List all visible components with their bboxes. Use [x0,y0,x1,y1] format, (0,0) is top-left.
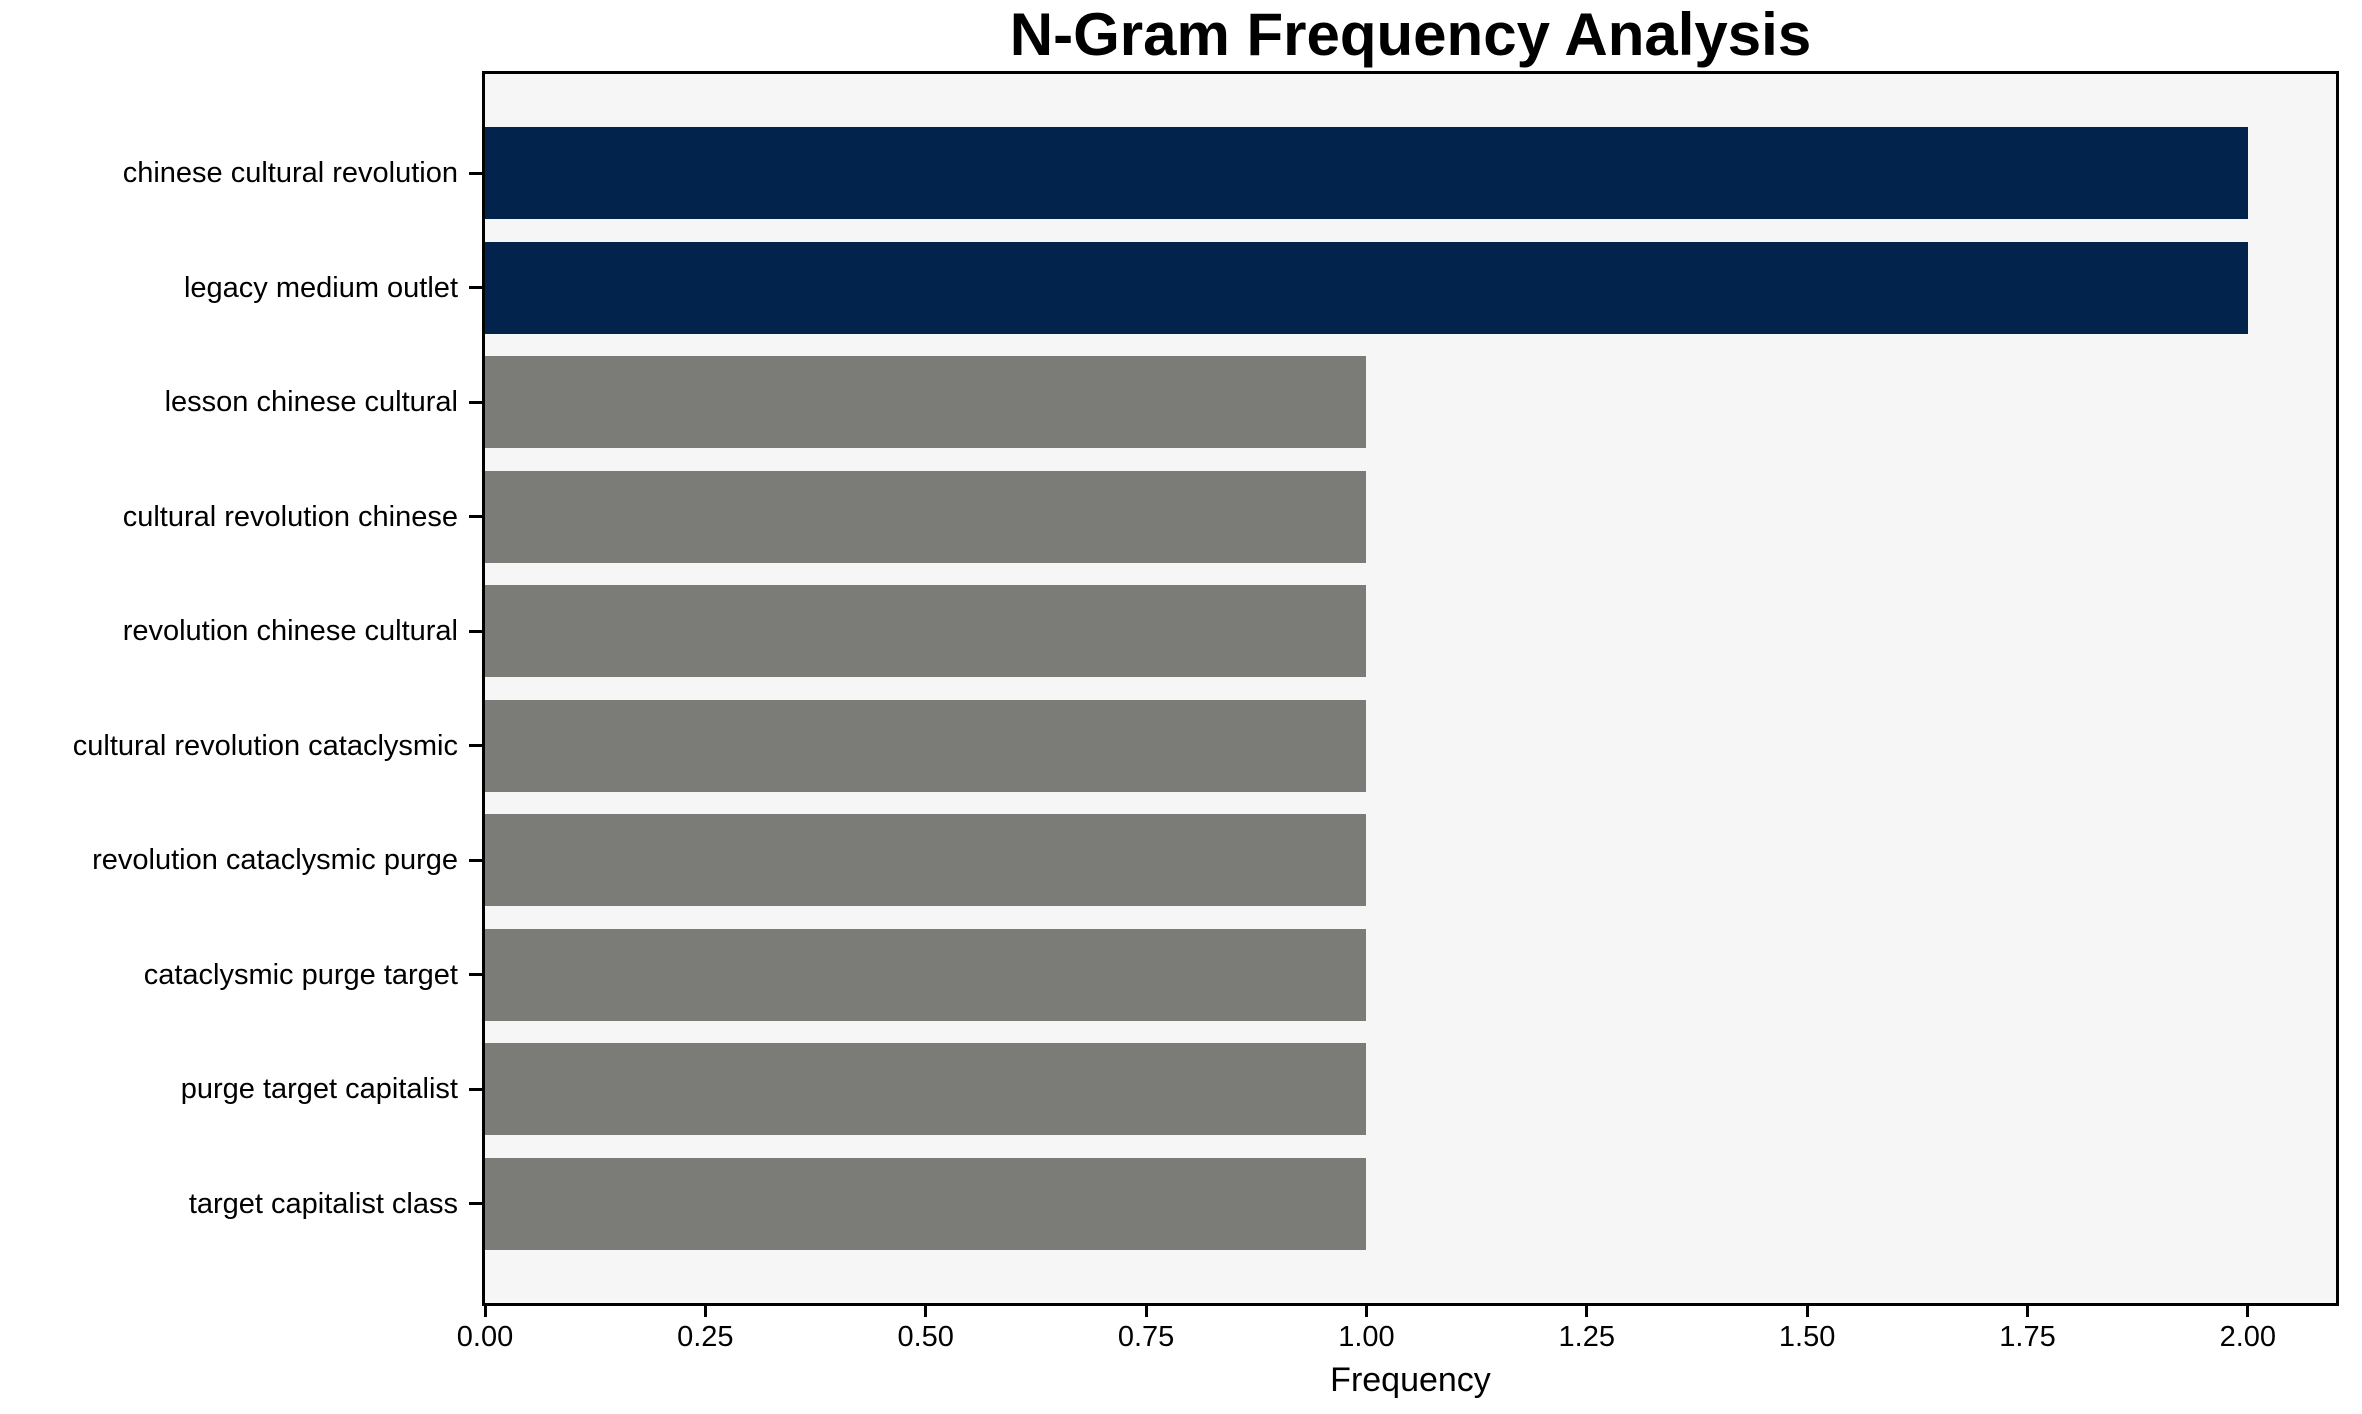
x-tick-label: 0.25 [677,1321,734,1353]
y-tick-mark [469,1202,482,1205]
y-tick-label: revolution cataclysmic purge [92,844,458,876]
y-tick-mark [469,744,482,747]
x-tick-label: 0.00 [456,1321,514,1353]
x-tick-mark [1805,1306,1809,1317]
x-tick-mark [2246,1306,2250,1317]
bar [485,356,1367,448]
y-tick-mark [469,286,482,289]
y-tick-mark [469,1087,482,1091]
y-tick-label: cultural revolution cataclysmic [72,729,458,762]
x-tick-mark [2026,1306,2029,1317]
y-tick-label: chinese cultural revolution [122,157,458,189]
y-tick-label: purge target capitalist [180,1073,458,1105]
y-tick-label: lesson chinese cultural [164,386,458,418]
bar [485,1043,1367,1135]
x-tick-label: 1.00 [1338,1321,1395,1353]
x-tick-label: 0.75 [1117,1321,1175,1353]
y-tick-mark [469,515,482,518]
x-tick-label: 1.50 [1778,1321,1836,1353]
x-tick-label: 2.00 [2219,1321,2277,1353]
y-tick-label: cataclysmic purge target [143,958,458,991]
bar [485,585,1367,677]
y-tick-mark [469,973,482,976]
x-tick-mark [1585,1306,1589,1317]
bar [485,699,1367,792]
y-tick-mark [469,858,482,862]
bar [485,1157,1367,1250]
y-tick-label: cultural revolution chinese [122,500,458,533]
x-tick-mark [1364,1306,1368,1317]
x-tick-mark [703,1306,707,1317]
y-tick-label: target capitalist class [188,1187,458,1220]
x-tick-mark [1144,1306,1148,1317]
y-tick-label: revolution chinese cultural [122,615,458,647]
y-tick-mark [469,400,482,404]
bar [485,928,1367,1021]
y-axis: chinese cultural revolution legacy medium… [0,0,458,1414]
y-tick-mark [469,629,482,633]
y-tick-label: legacy medium outlet [183,271,458,304]
chart-title: N-Gram Frequency Analysis [1009,1,1812,68]
y-tick-mark [469,171,482,175]
bar [485,127,2248,219]
bar [485,241,2248,334]
bar [485,470,1367,563]
bar [485,814,1367,906]
x-tick-label: 0.50 [897,1321,954,1353]
plot-area [482,71,2339,1306]
x-tick-label: 1.25 [1558,1321,1616,1353]
x-tick-mark [483,1306,487,1317]
x-tick-mark [924,1306,928,1317]
x-tick-label: 1.75 [1999,1321,2056,1353]
x-axis-label: Frequency [1330,1361,1491,1399]
